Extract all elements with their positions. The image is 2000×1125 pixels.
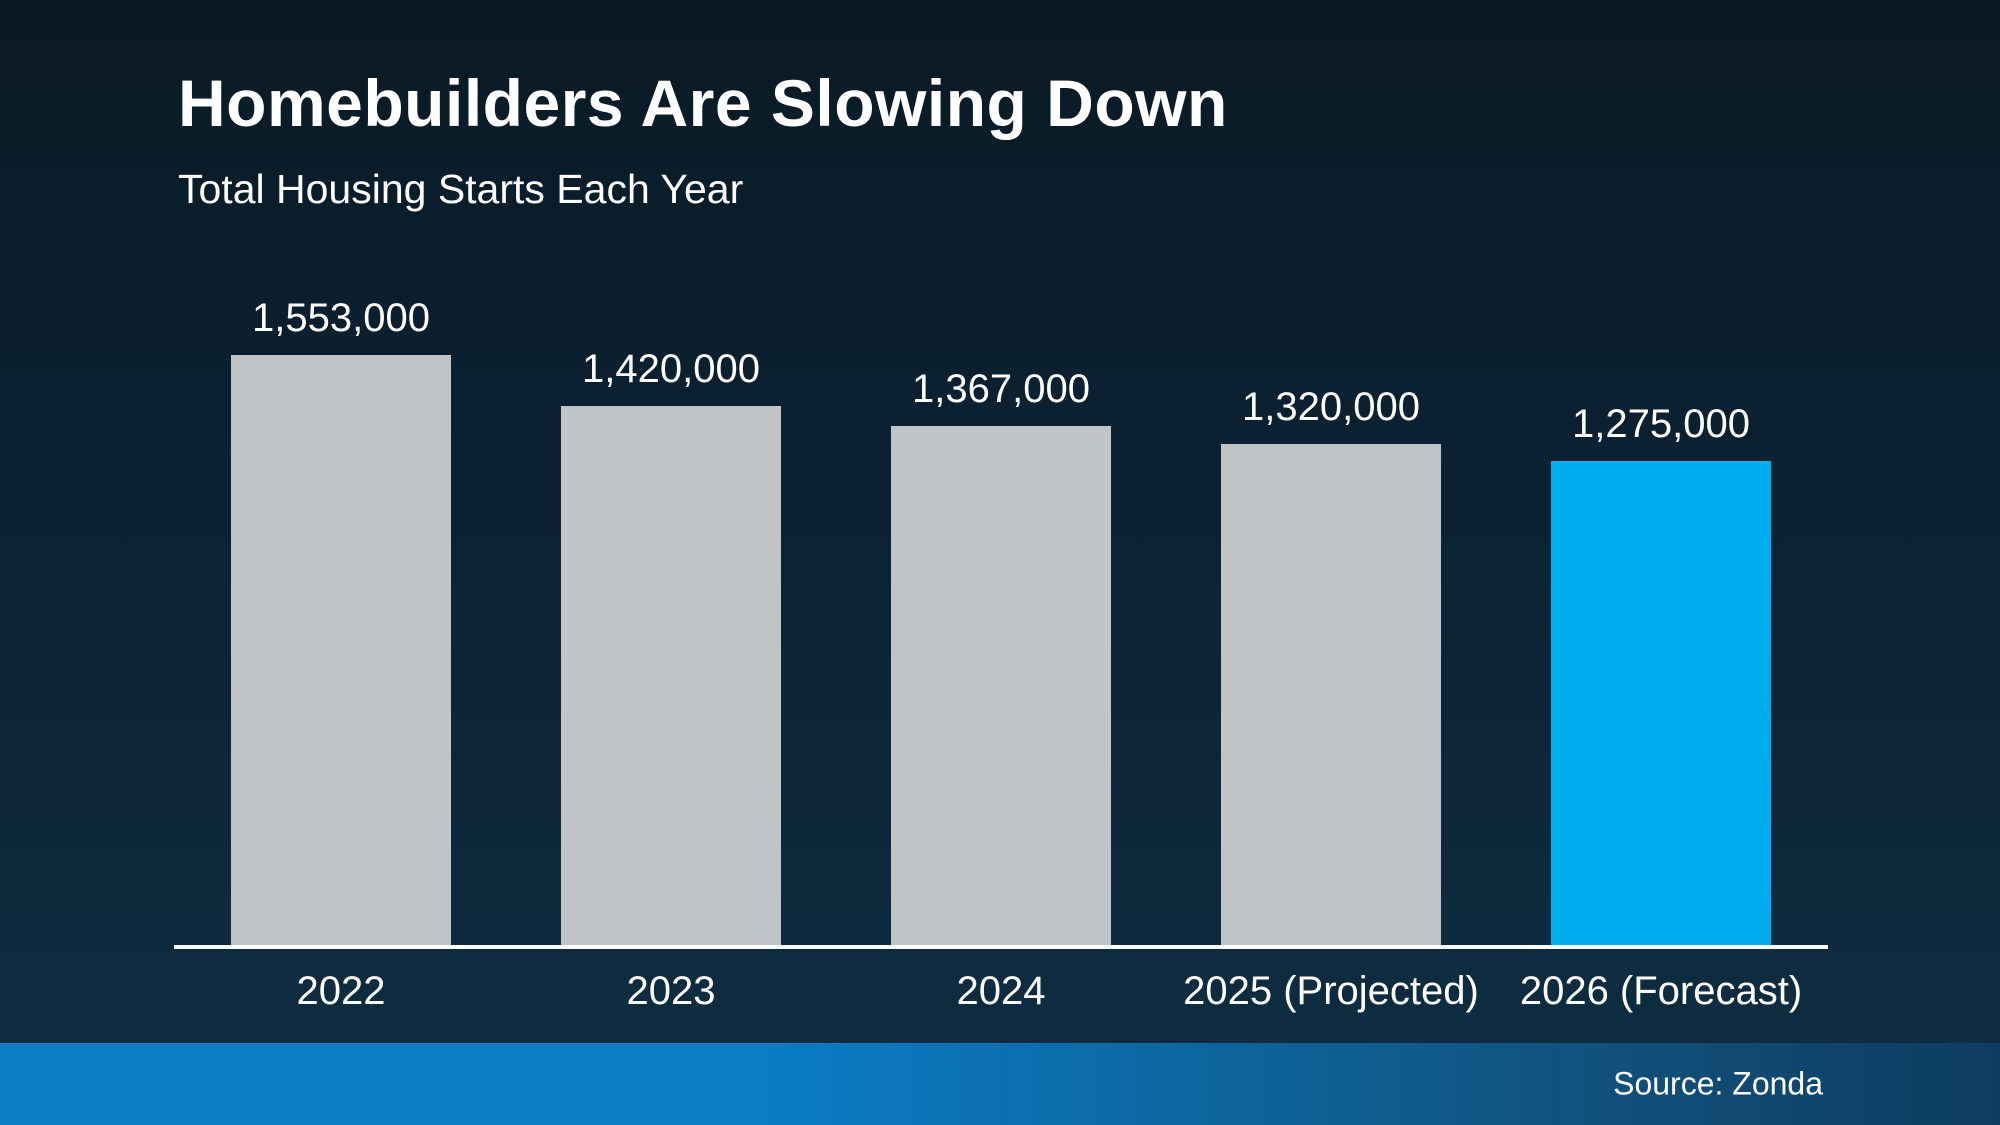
bar-group: 1,275,000 2026 (Forecast) [1520,402,1802,1013]
bar-rect [1551,461,1771,945]
bar-value-label: 1,320,000 [1242,385,1420,429]
bar-group: 1,367,000 2024 [891,367,1111,1013]
bar-group: 1,553,000 2022 [231,296,451,1013]
chart-title: Homebuilders Are Slowing Down [178,66,1228,140]
bar-rect [891,426,1111,945]
bar-group: 1,420,000 2023 [561,347,781,1013]
bar-value-label: 1,367,000 [912,367,1090,411]
footer-strip: Source: Zonda [0,1043,2000,1125]
bar-rect [1221,444,1441,945]
bar-rect [561,406,781,945]
bar-category-label: 2023 [626,969,716,1013]
bar-value-label: 1,420,000 [582,347,760,391]
bar-rect [231,355,451,945]
bar-category-label: 2022 [296,969,386,1013]
chart-subtitle: Total Housing Starts Each Year [178,166,744,213]
bar-category-label: 2026 (Forecast) [1519,969,1803,1013]
x-axis-line [174,945,1828,949]
chart-header: Homebuilders Are Slowing Down Total Hous… [178,64,1228,214]
bar-chart: 1,553,000 2022 1,420,000 2023 1,367,000 … [174,0,1828,1013]
bar-value-label: 1,553,000 [252,296,430,340]
bar-category-label: 2025 (Projected) [1183,969,1479,1013]
bar-category-label: 2024 [956,969,1046,1013]
bar-value-label: 1,275,000 [1572,402,1750,446]
bar-group: 1,320,000 2025 (Projected) [1183,385,1479,1013]
source-label: Source: Zonda [1613,1065,1823,1102]
